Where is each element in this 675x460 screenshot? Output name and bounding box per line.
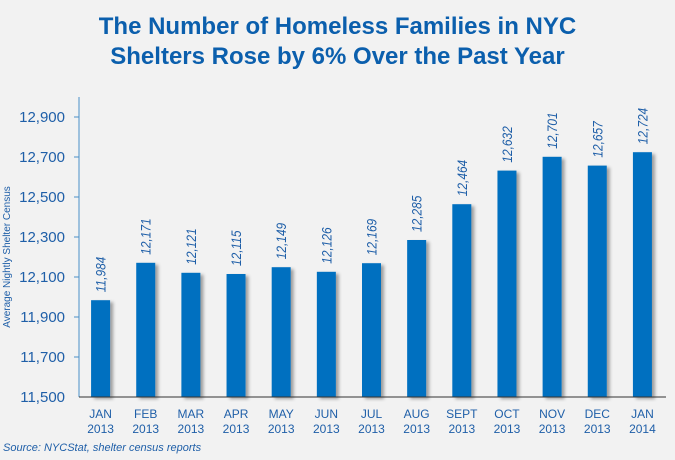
x-tick-label-month: JUN xyxy=(315,407,338,421)
x-tick-label-year: 2013 xyxy=(584,422,611,436)
x-tick-label-year: 2013 xyxy=(539,422,566,436)
x-tick-label-month: JAN xyxy=(89,407,112,421)
chart-title-line-1: The Number of Homeless Families in NYC xyxy=(98,13,577,40)
bar xyxy=(632,152,652,397)
data-label: 12,701 xyxy=(544,112,560,148)
source-note: Source: NYCStat, shelter census reports xyxy=(3,442,202,454)
data-label: 12,464 xyxy=(454,160,470,196)
bar xyxy=(226,274,246,397)
chart-title-line-2: Shelters Rose by 6% Over the Past Year xyxy=(110,43,565,70)
x-tick-label-month: MAY xyxy=(269,407,294,421)
data-label: 12,171 xyxy=(138,218,154,254)
y-tick-label: 12,100 xyxy=(19,269,65,286)
y-tick-label: 12,900 xyxy=(19,109,65,126)
x-tick-label-month: NOV xyxy=(539,407,565,421)
x-tick-label-month: MAR xyxy=(178,407,205,421)
x-tick-label-month: DEC xyxy=(585,407,611,421)
x-tick-label-year: 2014 xyxy=(629,422,656,436)
y-tick-label: 11,900 xyxy=(20,309,65,326)
data-label: 12,169 xyxy=(364,219,380,255)
x-tick-label-month: OCT xyxy=(494,407,520,421)
y-tick-label: 12,300 xyxy=(19,229,65,246)
x-tick-label-year: 2013 xyxy=(268,422,295,436)
x-tick-label-month: AUG xyxy=(404,407,430,421)
x-tick-label-year: 2013 xyxy=(178,422,205,436)
bar xyxy=(362,263,381,397)
data-label: 12,657 xyxy=(589,121,605,158)
bar xyxy=(452,204,472,397)
data-label: 12,149 xyxy=(273,223,289,259)
x-tick-label-year: 2013 xyxy=(403,422,430,436)
bar xyxy=(587,165,607,397)
bar xyxy=(136,262,156,397)
y-axis-title: Average Nightly Shelter Census xyxy=(2,186,13,328)
bar xyxy=(542,156,562,397)
x-tick-label-year: 2013 xyxy=(313,422,340,436)
x-tick-label-year: 2013 xyxy=(132,422,159,436)
x-tick-label-year: 2013 xyxy=(494,422,521,436)
x-tick-label-year: 2013 xyxy=(358,422,385,436)
bar xyxy=(181,272,201,397)
data-label: 12,126 xyxy=(318,227,334,264)
data-label: 12,115 xyxy=(228,230,244,266)
x-tick-label-year: 2013 xyxy=(448,422,475,436)
x-tick-label-month: SEPT xyxy=(446,407,478,421)
bar xyxy=(91,300,111,397)
x-tick-label-year: 2013 xyxy=(87,422,114,436)
data-label: 12,285 xyxy=(409,195,425,232)
data-label: 12,121 xyxy=(183,228,199,264)
bar xyxy=(316,271,336,397)
y-tick-label: 12,500 xyxy=(19,189,65,206)
x-tick-label-month: FEB xyxy=(134,407,157,421)
y-tick-label: 12,700 xyxy=(19,149,65,166)
data-label: 12,724 xyxy=(634,108,650,144)
bar xyxy=(271,267,291,397)
x-tick-label-month: APR xyxy=(224,407,249,421)
chart-title: The Number of Homeless Families in NYC S… xyxy=(0,12,675,72)
y-tick-label: 11,700 xyxy=(20,349,65,366)
bar xyxy=(497,170,517,397)
data-label: 12,632 xyxy=(499,126,515,163)
data-label: 11,984 xyxy=(93,257,109,292)
bar xyxy=(407,240,427,397)
x-tick-label-month: JAN xyxy=(631,407,654,421)
x-tick-label-year: 2013 xyxy=(223,422,250,436)
y-tick-label: 11,500 xyxy=(20,389,65,406)
x-tick-label-month: JUL xyxy=(361,407,383,421)
